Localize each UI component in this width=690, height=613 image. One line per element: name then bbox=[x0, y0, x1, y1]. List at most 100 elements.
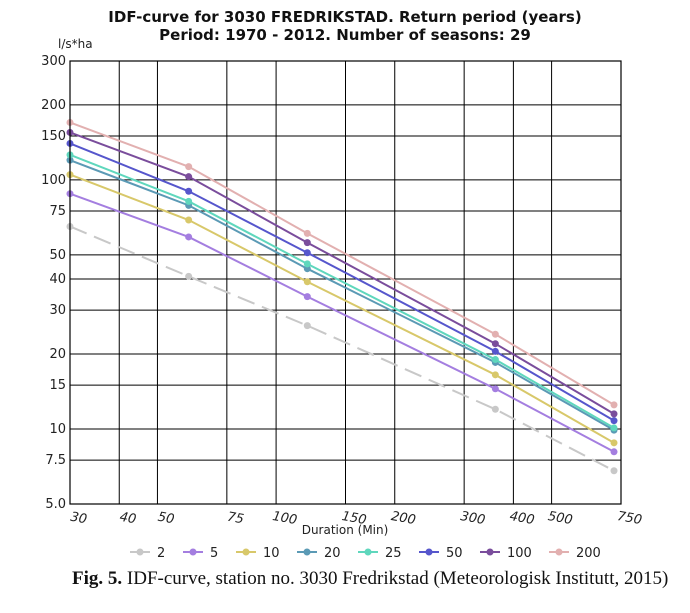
series-line bbox=[69, 192, 615, 453]
series-line bbox=[69, 121, 615, 406]
data-point bbox=[610, 410, 618, 418]
caption-text: IDF-curve, station no. 3030 Fredrikstad … bbox=[122, 568, 669, 589]
legend-marker bbox=[189, 548, 197, 556]
data-point bbox=[185, 173, 193, 181]
series-line bbox=[69, 159, 615, 431]
series-20 bbox=[66, 156, 618, 434]
figure-caption: Fig. 5. IDF-curve, station no. 3030 Fred… bbox=[72, 568, 682, 590]
y-tick-labels: 5.0 7.5 10 15 20 30 40 50 75 100 150 200 300 bbox=[41, 54, 66, 512]
legend-label: 200 bbox=[576, 546, 601, 560]
data-point bbox=[303, 249, 311, 257]
data-point bbox=[610, 417, 618, 425]
legend-marker bbox=[242, 548, 250, 556]
x-tick-label: 75 bbox=[226, 510, 245, 528]
y-tick-label: 20 bbox=[49, 347, 66, 362]
series-line bbox=[69, 131, 615, 415]
y-axis-label: l/s*ha bbox=[58, 37, 93, 51]
legend-label: 10 bbox=[263, 546, 280, 560]
data-point bbox=[303, 239, 311, 247]
data-point bbox=[610, 424, 618, 432]
legend-label: 50 bbox=[446, 546, 463, 560]
legend-label: 20 bbox=[324, 546, 341, 560]
y-tick-label: 10 bbox=[49, 422, 66, 437]
legend-marker bbox=[486, 548, 494, 556]
legend-label: 5 bbox=[210, 546, 218, 560]
x-tick-label: 30 bbox=[69, 510, 88, 528]
series-5 bbox=[66, 190, 618, 456]
legend-item: 20 bbox=[297, 546, 341, 560]
legend-label: 100 bbox=[507, 546, 532, 560]
series-25 bbox=[66, 151, 618, 432]
legend-item: 2 bbox=[130, 546, 165, 560]
data-point bbox=[610, 467, 618, 475]
legend-item: 200 bbox=[549, 546, 601, 560]
series-layer bbox=[66, 118, 618, 475]
data-point bbox=[491, 330, 499, 338]
data-point bbox=[491, 405, 499, 413]
y-tick-label: 200 bbox=[41, 98, 66, 113]
y-tick-label: 15 bbox=[49, 378, 66, 393]
y-tick-label: 7.5 bbox=[45, 453, 66, 468]
x-tick-label: 100 bbox=[271, 509, 298, 528]
data-point bbox=[185, 197, 193, 205]
y-tick-label: 50 bbox=[49, 248, 66, 263]
data-point bbox=[185, 187, 193, 195]
data-point bbox=[185, 272, 193, 280]
chart-subtitle: Period: 1970 - 2012. Number of seasons: … bbox=[159, 26, 531, 44]
data-point bbox=[491, 347, 499, 355]
legend-item: 10 bbox=[236, 546, 280, 560]
legend-marker bbox=[136, 548, 144, 556]
x-tick-label: 150 bbox=[341, 509, 368, 528]
y-tick-label: 30 bbox=[49, 303, 66, 318]
x-tick-label: 500 bbox=[547, 509, 574, 528]
x-tick-label: 40 bbox=[118, 510, 137, 528]
y-tick-label: 300 bbox=[41, 54, 66, 69]
legend-marker bbox=[364, 548, 372, 556]
legend-label: 25 bbox=[385, 546, 402, 560]
legend: 2 5 10 20 25 50 100 200 bbox=[130, 546, 601, 560]
x-axis-label: Duration (Min) bbox=[302, 523, 389, 537]
data-point bbox=[610, 439, 618, 447]
y-tick-label: 100 bbox=[41, 173, 66, 188]
chart-title: IDF-curve for 3030 FREDRIKSTAD. Return p… bbox=[108, 8, 582, 26]
plot-frame bbox=[69, 60, 622, 505]
legend-item: 5 bbox=[183, 546, 218, 560]
series-line bbox=[69, 153, 615, 429]
x-tick-labels: 30 40 50 75 100 150 200 300 400 500 750 bbox=[69, 509, 643, 528]
data-point bbox=[303, 260, 311, 268]
data-point bbox=[303, 322, 311, 330]
series-200 bbox=[66, 118, 618, 409]
data-point bbox=[610, 401, 618, 409]
legend-marker bbox=[425, 548, 433, 556]
data-point bbox=[491, 385, 499, 393]
data-point bbox=[303, 229, 311, 237]
data-point bbox=[185, 163, 193, 171]
legend-item: 100 bbox=[480, 546, 532, 560]
x-tick-label: 750 bbox=[616, 509, 643, 528]
y-tick-label: 40 bbox=[49, 272, 66, 287]
data-point bbox=[491, 340, 499, 348]
series-2 bbox=[66, 222, 618, 475]
data-point bbox=[491, 371, 499, 379]
legend-item: 50 bbox=[419, 546, 463, 560]
legend-item: 25 bbox=[358, 546, 402, 560]
data-point bbox=[303, 293, 311, 301]
x-tick-label: 200 bbox=[390, 509, 417, 528]
x-tick-label: 50 bbox=[157, 510, 176, 528]
legend-marker bbox=[303, 548, 311, 556]
series-50 bbox=[66, 139, 618, 425]
y-tick-label: 5.0 bbox=[45, 497, 66, 512]
data-point bbox=[610, 448, 618, 456]
legend-marker bbox=[555, 548, 563, 556]
caption-label: Fig. 5. bbox=[72, 568, 123, 589]
legend-label: 2 bbox=[157, 546, 165, 560]
series-line bbox=[69, 173, 615, 444]
y-tick-label: 75 bbox=[49, 204, 66, 219]
series-10 bbox=[66, 171, 618, 447]
data-point bbox=[185, 233, 193, 241]
data-point bbox=[303, 278, 311, 286]
x-tick-label: 300 bbox=[459, 509, 486, 528]
series-line bbox=[69, 225, 615, 472]
idf-chart: l/s*ha 5.07.510152030405075100150200300 … bbox=[41, 37, 643, 560]
data-point bbox=[303, 265, 311, 273]
